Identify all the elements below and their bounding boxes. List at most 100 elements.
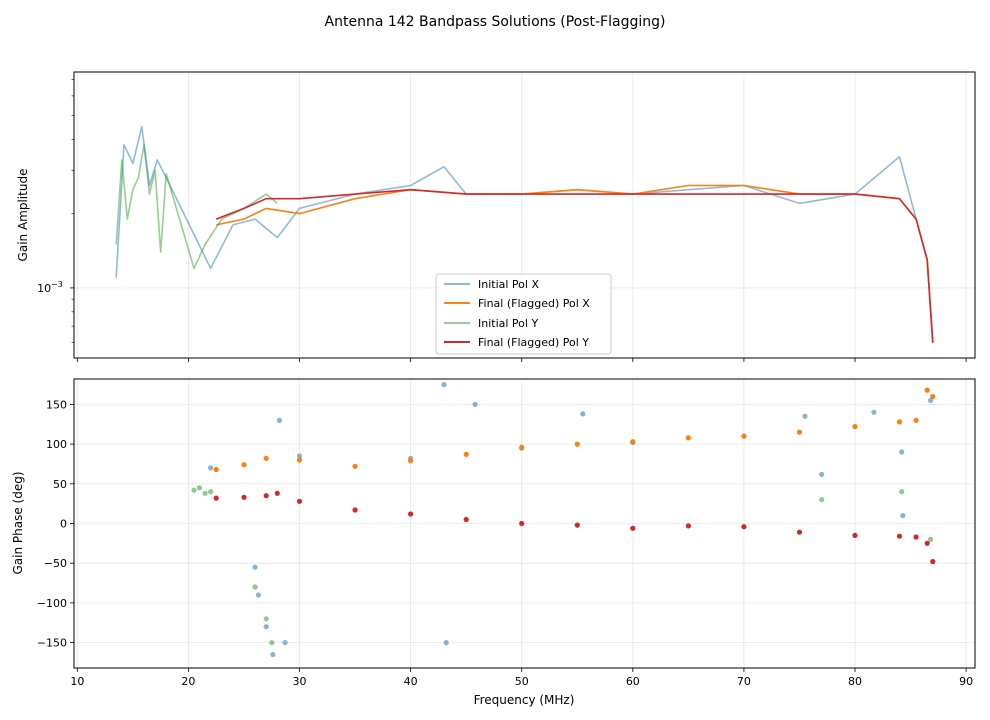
data-point-initial-pol-y <box>899 489 905 495</box>
data-point-final-flagged-pol-x <box>896 419 903 425</box>
y-tick-label: 100 <box>46 438 67 451</box>
data-point-initial-pol-y <box>819 497 825 503</box>
y-tick-label: −50 <box>44 557 67 570</box>
data-point-initial-pol-y <box>928 536 934 543</box>
y-tick-label: 150 <box>46 398 67 411</box>
data-point-final-flagged-pol-x <box>930 393 936 400</box>
phase-x-label: Frequency (MHz) <box>474 693 575 707</box>
data-point-final-flagged-pol-x <box>913 417 919 423</box>
legend-label-initial-pol-y: Initial Pol Y <box>478 317 538 330</box>
figure-title: Antenna 142 Bandpass Solutions (Post-Fla… <box>325 14 666 30</box>
data-point-initial-pol-x <box>819 471 825 477</box>
data-point-final-flagged-pol-x <box>296 457 303 463</box>
data-point-initial-pol-x <box>255 592 261 598</box>
data-point-final-flagged-pol-y <box>852 532 858 539</box>
amplitude-grid <box>74 72 975 358</box>
data-point-final-flagged-pol-y <box>213 495 219 501</box>
data-point-final-flagged-pol-y <box>519 520 525 527</box>
data-point-initial-pol-x <box>208 465 214 471</box>
data-point-final-flagged-pol-y <box>241 494 247 500</box>
data-point-initial-pol-x <box>928 397 934 403</box>
legend-label-final-pol-x: Final (Flagged) Pol X <box>478 297 590 310</box>
data-point-final-flagged-pol-x <box>352 463 358 469</box>
data-point-initial-pol-x <box>443 640 449 646</box>
data-point-initial-pol-x <box>441 382 447 388</box>
x-tick-label: 10 <box>70 675 84 688</box>
amplitude-panel: 10−3 Gain Amplitude Initial Pol X Final … <box>16 71 976 362</box>
data-point-initial-pol-x <box>580 411 586 417</box>
data-point-final-flagged-pol-x <box>519 444 525 450</box>
data-point-final-flagged-pol-x <box>241 462 247 468</box>
data-point-initial-pol-x <box>282 640 288 646</box>
legend-box <box>435 273 612 355</box>
data-point-final-flagged-pol-y <box>741 524 747 530</box>
phase-y-label: Gain Phase (deg) <box>11 471 25 574</box>
data-point-final-flagged-pol-x <box>741 433 747 439</box>
data-point-final-flagged-pol-y <box>296 498 303 504</box>
data-point-final-flagged-pol-y <box>352 507 358 513</box>
data-point-final-flagged-pol-y <box>263 493 269 499</box>
data-point-final-flagged-pol-x <box>263 455 269 461</box>
data-point-initial-pol-x <box>296 453 303 459</box>
data-point-initial-pol-y <box>191 487 197 493</box>
data-point-initial-pol-x <box>270 651 276 658</box>
series-line-initial-pol-x <box>115 125 934 343</box>
data-point-initial-pol-x <box>900 513 906 519</box>
data-point-initial-pol-x <box>276 417 283 423</box>
data-point-initial-pol-y <box>269 640 275 646</box>
data-point-initial-pol-y <box>263 616 269 622</box>
phase-y-ticks: −150 −100 −50 0 50 100 150 <box>37 398 74 650</box>
data-point-final-flagged-pol-y <box>896 533 903 539</box>
data-point-final-flagged-pol-y <box>408 511 414 517</box>
data-point-final-flagged-pol-x <box>463 451 469 457</box>
data-point-final-flagged-pol-x <box>685 435 692 441</box>
data-point-final-flagged-pol-x <box>796 429 803 435</box>
data-point-initial-pol-x <box>252 564 258 570</box>
amplitude-y-label: Gain Amplitude <box>16 169 30 262</box>
data-point-final-flagged-pol-y <box>796 529 803 535</box>
phase-x-ticks: 10 20 30 40 50 60 70 80 90 <box>70 668 973 688</box>
data-point-initial-pol-y <box>252 584 258 590</box>
amplitude-axes-frame <box>73 71 976 359</box>
data-point-final-flagged-pol-y <box>913 534 919 540</box>
y-tick-label: 0 <box>60 518 67 531</box>
data-point-final-flagged-pol-x <box>408 458 414 464</box>
data-point-initial-pol-y <box>196 485 203 491</box>
x-tick-label: 80 <box>848 675 862 688</box>
data-point-initial-pol-y <box>208 489 214 495</box>
x-tick-label: 90 <box>959 675 973 688</box>
data-point-final-flagged-pol-y <box>685 523 692 529</box>
phase-series <box>191 382 936 658</box>
phase-panel: 10 20 30 40 50 60 70 80 90 −150−100−50050100150 … <box>11 378 976 707</box>
data-point-final-flagged-pol-x <box>574 441 580 447</box>
data-point-final-flagged-pol-x <box>630 439 636 445</box>
data-point-initial-pol-x <box>899 449 905 455</box>
data-point-final-flagged-pol-x <box>924 387 930 393</box>
amplitude-x-ticks <box>76 358 967 362</box>
data-point-initial-pol-x <box>871 409 877 415</box>
y-tick-label: 50 <box>53 478 67 491</box>
data-point-final-flagged-pol-y <box>930 559 936 565</box>
data-point-initial-pol-x <box>472 401 478 407</box>
x-tick-label: 20 <box>181 675 195 688</box>
data-point-final-flagged-pol-y <box>924 540 930 546</box>
y-tick-label: −150 <box>37 637 67 650</box>
legend-label-final-pol-y: Final (Flagged) Pol Y <box>478 336 589 349</box>
legend: Initial Pol X Final (Flagged) Pol X Init… <box>435 273 612 355</box>
phase-grid <box>74 379 975 668</box>
x-tick-label: 70 <box>737 675 751 688</box>
x-tick-label: 40 <box>404 675 418 688</box>
data-point-initial-pol-x <box>802 413 808 419</box>
x-tick-label: 30 <box>293 675 307 688</box>
data-point-final-flagged-pol-y <box>574 522 580 528</box>
data-point-final-flagged-pol-y <box>463 516 469 523</box>
amplitude-series <box>115 125 934 343</box>
data-point-final-flagged-pol-y <box>630 525 636 531</box>
data-point-final-flagged-pol-x <box>852 424 858 430</box>
x-tick-label: 60 <box>626 675 640 688</box>
series-line-initial-pol-y <box>115 144 278 270</box>
y-tick-label: −100 <box>37 597 67 610</box>
series-line-final-flagged-pol-y <box>215 188 934 343</box>
